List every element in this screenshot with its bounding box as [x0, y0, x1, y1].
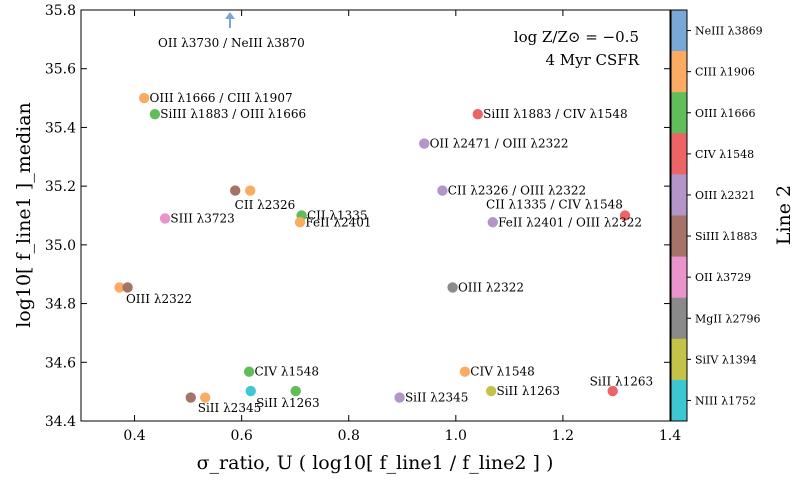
colorbar-swatch	[671, 215, 687, 258]
x-axis-ticks: 0.4 0.6 0.8 1.0 1.2 1.4	[123, 10, 681, 444]
x-tick-label: 0.8	[338, 428, 360, 444]
data-point	[459, 366, 471, 377]
metallicity-annotation: log Z/Z⊙ = −0.5	[514, 28, 639, 46]
point-label: FeII λ2401 / OIII λ2322	[498, 215, 642, 229]
y-tick-label: 34.6	[45, 355, 76, 371]
data-point	[472, 109, 483, 120]
axes-layer	[80, 9, 671, 422]
x-tick-label: 1.0	[445, 428, 467, 444]
colorbar-swatch	[671, 379, 687, 422]
x-tick-label: 1.4	[659, 428, 681, 444]
colorbar-label: OIII λ1666	[695, 107, 756, 120]
point-labels-layer: OIII λ1666 / CIII λ1907 SiIII λ1883 / OII…	[126, 91, 653, 415]
point-label: SiII λ1263	[497, 384, 560, 398]
y-tick-label: 35.8	[45, 3, 76, 19]
colorbar: NeIII λ3869 CIII λ1906 OIII λ1666 CIV λ1548…	[670, 9, 763, 422]
x-tick-label: 0.4	[123, 428, 145, 444]
data-point	[245, 185, 256, 196]
data-point	[487, 217, 498, 228]
data-point	[437, 185, 448, 196]
colorbar-swatch	[671, 297, 687, 340]
colorbar-swatch	[671, 338, 687, 381]
data-point	[114, 282, 125, 293]
point-label: CII λ1335	[307, 209, 368, 223]
data-point	[619, 210, 631, 221]
point-label: OIII λ2322	[458, 280, 524, 294]
colorbar-title: Line 2	[773, 185, 795, 245]
y-tick-label: 35.2	[45, 179, 76, 195]
colorbar-label: MgII λ2796	[695, 312, 760, 325]
point-label: CII λ2326	[235, 198, 296, 212]
colorbar-swatch	[671, 133, 687, 175]
data-point	[200, 392, 211, 403]
plot-frame	[80, 9, 671, 422]
x-tick-label: 0.6	[231, 428, 253, 444]
upper-limit-arrow-head	[225, 12, 235, 19]
data-point	[149, 109, 161, 120]
data-point	[485, 385, 497, 397]
colorbar-swatch	[671, 51, 687, 93]
colorbar-frame	[670, 9, 688, 422]
csfr-annotation: 4 Myr CSFR	[545, 51, 639, 69]
upper-limit-arrow-layer: OII λ3730 / NeIII λ3870	[158, 12, 305, 50]
data-point	[290, 385, 301, 397]
data-point	[230, 185, 241, 196]
y-tick-label: 35.4	[45, 120, 76, 136]
y-tick-label: 35.0	[45, 238, 76, 254]
y-tick-label: 34.8	[45, 297, 76, 313]
colorbar-label: NeIII λ3869	[695, 25, 763, 38]
point-label: SiII λ2345	[198, 401, 262, 415]
y-tick-label: 35.6	[45, 62, 76, 78]
data-point	[138, 92, 150, 104]
colorbar-label: CIII λ1906	[695, 66, 755, 79]
point-label: SiII λ1263	[590, 374, 654, 388]
colorbar-swatch	[671, 92, 687, 134]
point-label: SiIII λ1883 / OIII λ1666	[160, 107, 306, 121]
point-label: OIII λ2322	[126, 292, 192, 306]
colorbar-swatch	[671, 10, 687, 52]
colorbar-label: OII λ3729	[695, 271, 751, 284]
point-label: CII λ1335 / CIV λ1548	[486, 197, 623, 211]
data-point	[243, 366, 255, 377]
colorbar-swatch	[671, 174, 687, 216]
colorbar-label: SiIV λ1394	[695, 353, 757, 366]
data-point	[245, 385, 256, 397]
y-axis-title: log10[ f_line1 ]_median	[13, 102, 35, 328]
point-label: SiIII λ1883 / CIV λ1548	[483, 107, 627, 121]
point-label: SiII λ1263	[256, 396, 320, 410]
annotation-layer: log Z/Z⊙ = −0.5 4 Myr CSFR	[514, 28, 640, 69]
point-label: CII λ2326 / OIII λ2322	[448, 184, 586, 198]
colorbar-label: OIII λ2321	[695, 189, 756, 202]
data-point	[394, 392, 405, 403]
y-tick-label: 34.4	[45, 414, 76, 430]
point-label: OIII λ1666 / CIII λ1907	[150, 91, 293, 105]
point-label: SiII λ2345	[405, 391, 469, 405]
points-layer	[114, 92, 631, 403]
point-label: FeII λ2401	[305, 215, 371, 229]
point-label: CIV λ1548	[470, 365, 535, 379]
data-point	[447, 282, 458, 293]
x-axis-title: σ_ratio, U ( log10[ f_line1 / f_line2 ] …	[197, 452, 554, 474]
colorbar-swatch	[671, 256, 687, 299]
x-tick-label: 1.2	[552, 428, 574, 444]
colorbar-label: CIV λ1548	[695, 148, 754, 161]
point-label: SIII λ3723	[170, 211, 234, 225]
colorbar-label: SiIII λ1883	[695, 230, 758, 243]
point-label: OII λ2471 / OIII λ2322	[430, 137, 569, 151]
data-point	[159, 213, 171, 224]
point-label: CIV λ1548	[254, 365, 319, 379]
data-point	[607, 385, 618, 397]
y-axis-ticks: 34.4 34.6 34.8 35.0 35.2 35.4 35.6 35.8	[45, 3, 670, 430]
upper-limit-label: OII λ3730 / NeIII λ3870	[158, 36, 305, 50]
data-point	[185, 392, 196, 403]
data-point	[294, 217, 306, 228]
colorbar-label: NIII λ1752	[695, 394, 756, 407]
data-point	[419, 138, 430, 149]
data-point	[122, 282, 133, 293]
